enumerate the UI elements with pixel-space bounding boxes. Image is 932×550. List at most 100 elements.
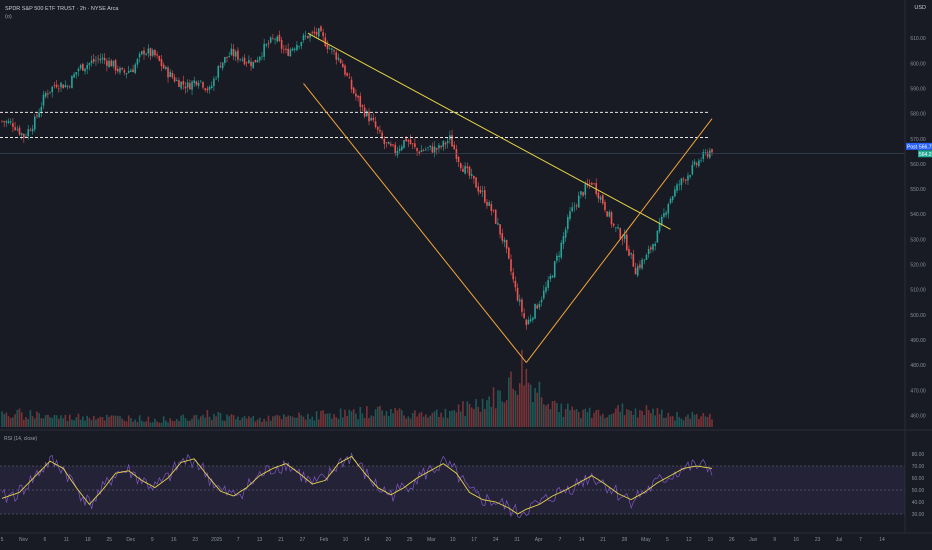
- volume-bar: [324, 413, 327, 427]
- candle-body: [197, 82, 200, 86]
- candle-body: [287, 48, 289, 56]
- candle-body: [136, 58, 139, 65]
- volume-bar: [597, 409, 600, 427]
- volume-bar: [293, 417, 296, 427]
- volume-bar: [684, 416, 687, 427]
- volume-bar: [269, 420, 272, 427]
- candle-body: [296, 44, 298, 51]
- candle-body: [309, 33, 311, 38]
- volume-bar: [123, 420, 126, 427]
- volume-bar: [567, 403, 569, 427]
- currency-label: USD: [914, 5, 926, 11]
- volume-bar: [350, 411, 353, 427]
- candle-body: [313, 31, 316, 34]
- candle-body: [86, 64, 88, 69]
- candle-body: [621, 239, 624, 241]
- volume-bar: [446, 418, 449, 427]
- candle-body: [156, 54, 158, 56]
- volume-bar: [184, 418, 187, 427]
- time-tick-label: Feb: [320, 537, 329, 543]
- volume-bar: [636, 417, 639, 427]
- candle-body: [521, 299, 523, 312]
- candle-body: [116, 68, 119, 72]
- volume-bar: [652, 408, 654, 427]
- volume-bar: [355, 413, 357, 427]
- time-tick-label: 14: [364, 537, 370, 543]
- candle-body: [595, 183, 598, 194]
- volume-bar: [103, 420, 106, 427]
- volume-bar: [449, 411, 451, 427]
- candle-body: [245, 62, 248, 64]
- volume-bar: [490, 406, 493, 427]
- candle-body: [385, 142, 388, 143]
- volume-bar: [407, 416, 410, 427]
- wedge-left-line: [303, 83, 527, 363]
- volume-bar: [141, 420, 143, 427]
- volume-bar: [95, 419, 97, 427]
- time-tick-label: 23: [815, 537, 821, 543]
- volume-bar: [438, 416, 440, 427]
- candle-body: [403, 140, 405, 148]
- candle-body: [68, 86, 71, 88]
- candle-body: [711, 149, 713, 153]
- candle-body: [390, 143, 392, 146]
- volume-bar: [553, 400, 556, 427]
- candle-body: [307, 35, 309, 39]
- candle-body: [258, 56, 261, 61]
- candle-body: [97, 58, 99, 60]
- volume-bar: [422, 416, 425, 427]
- volume-bar: [514, 390, 517, 427]
- volume-bar: [232, 415, 235, 427]
- volume-bar: [698, 419, 700, 427]
- drawing-annotations[interactable]: [0, 32, 905, 363]
- volume-bar: [285, 416, 287, 427]
- candle-body: [449, 135, 451, 140]
- volume-bar: [298, 412, 300, 427]
- volume-bar: [549, 409, 552, 427]
- candle-body: [606, 211, 608, 217]
- volume-bar: [608, 414, 611, 427]
- time-tick-label: 21: [278, 537, 284, 543]
- candle-body: [132, 69, 134, 73]
- volume-bar: [243, 416, 246, 427]
- volume-bar: [405, 418, 407, 427]
- price-tick-label: 610.00: [910, 36, 926, 42]
- candle-body: [654, 243, 656, 246]
- candle-body: [704, 152, 707, 153]
- volume-bar: [208, 416, 211, 427]
- volume-bar: [215, 416, 217, 427]
- volume-bar: [357, 419, 359, 427]
- volume-bar: [542, 404, 545, 427]
- candle-body: [619, 228, 622, 239]
- candle-body: [169, 71, 172, 77]
- volume-bar: [667, 412, 670, 427]
- time-tick-label: 14: [879, 537, 885, 543]
- volume-bar: [435, 409, 438, 427]
- candle-body: [337, 57, 340, 60]
- candle-body: [523, 313, 525, 318]
- volume-bar: [116, 416, 119, 427]
- candle-body: [23, 133, 25, 138]
- volume-bar: [256, 419, 259, 427]
- time-tick-label: 9: [773, 537, 776, 543]
- candle-body: [451, 135, 453, 147]
- volume-bar: [352, 409, 355, 427]
- candle-body: [628, 249, 630, 256]
- volume-bar: [464, 416, 466, 427]
- volume-bar: [79, 419, 82, 427]
- candle-body: [680, 178, 683, 186]
- candle-body: [213, 78, 215, 87]
- volume-bar: [470, 407, 473, 427]
- volume-bar: [486, 400, 488, 427]
- volume-bar: [418, 413, 421, 427]
- candle-body: [363, 107, 366, 117]
- candle-body: [514, 280, 517, 288]
- price-tick-label: 560.00: [910, 162, 926, 168]
- candle-body: [532, 317, 534, 320]
- candle-body: [82, 63, 84, 71]
- volume-bar: [494, 408, 497, 427]
- volume-bar: [501, 401, 504, 427]
